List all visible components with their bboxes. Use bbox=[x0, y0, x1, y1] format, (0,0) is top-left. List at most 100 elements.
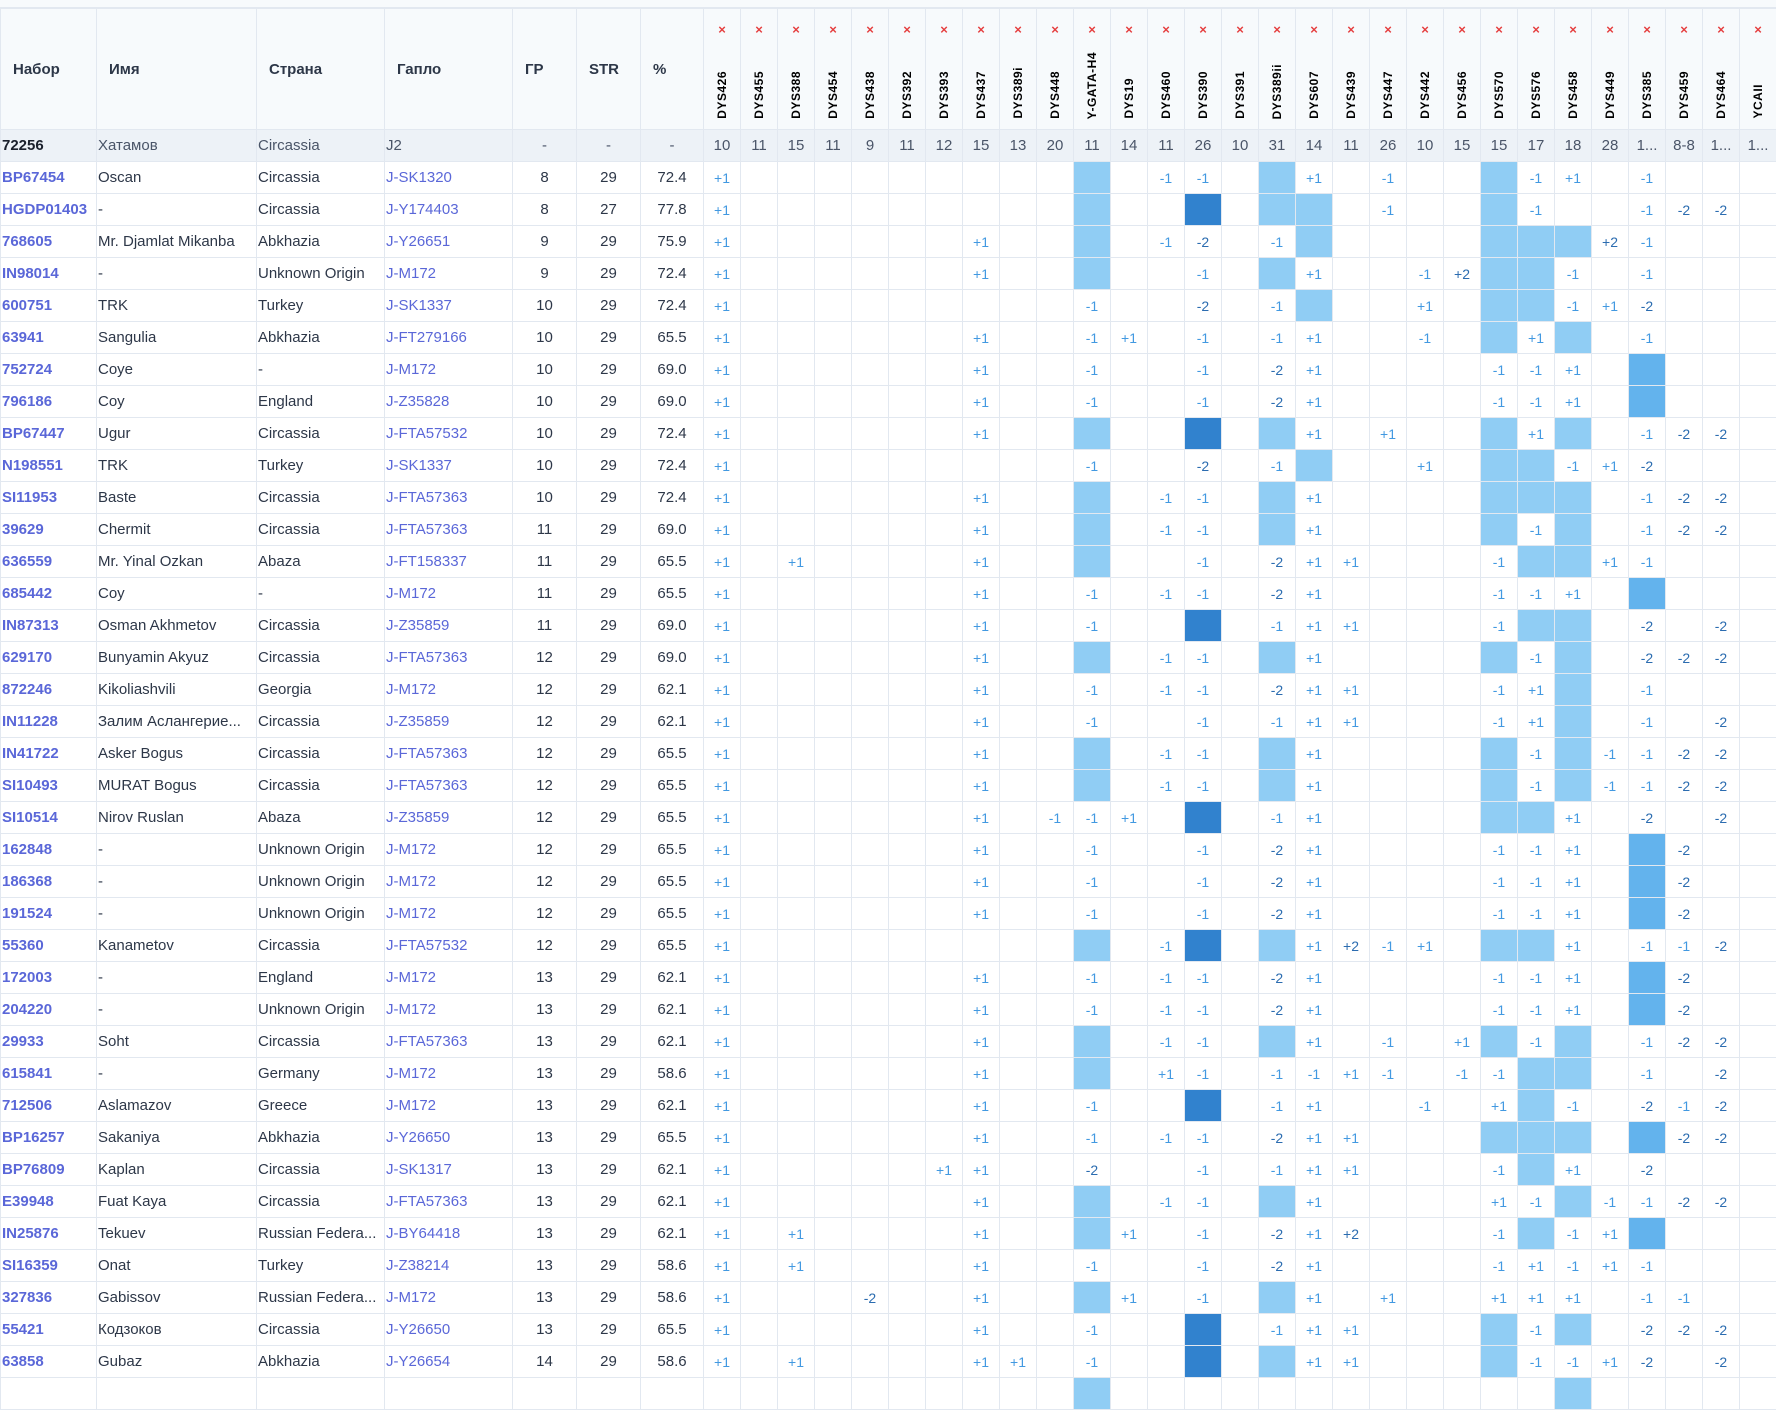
col-gd[interactable]: ГР bbox=[513, 9, 577, 130]
haplogroup-link[interactable]: J-M172 bbox=[385, 866, 513, 898]
col-kit[interactable]: Набор bbox=[1, 9, 97, 130]
kit-id[interactable]: IN87313 bbox=[1, 610, 97, 642]
haplogroup-link[interactable]: J-FTA57363 bbox=[385, 514, 513, 546]
haplogroup-link[interactable]: J-FTA57363 bbox=[385, 482, 513, 514]
kit-id[interactable]: 186368 bbox=[1, 866, 97, 898]
marker-label[interactable]: DYS570 bbox=[1492, 71, 1506, 119]
remove-marker-icon[interactable]: × bbox=[741, 23, 777, 37]
kit-id[interactable]: 636559 bbox=[1, 546, 97, 578]
kit-id[interactable]: IN25876 bbox=[1, 1218, 97, 1250]
marker-label[interactable]: DYS460 bbox=[1159, 71, 1173, 119]
remove-marker-icon[interactable]: × bbox=[1037, 23, 1073, 37]
haplogroup-link[interactable]: J-SK1320 bbox=[385, 162, 513, 194]
kit-id[interactable]: SI10514 bbox=[1, 802, 97, 834]
kit-id[interactable]: 55360 bbox=[1, 930, 97, 962]
haplogroup-link[interactable]: J-M172 bbox=[385, 354, 513, 386]
marker-label[interactable]: DYS392 bbox=[900, 71, 914, 119]
haplogroup-link[interactable]: J-FT279166 bbox=[385, 322, 513, 354]
remove-marker-icon[interactable]: × bbox=[889, 23, 925, 37]
kit-id[interactable]: E39948 bbox=[1, 1186, 97, 1218]
kit-id[interactable]: IN11228 bbox=[1, 706, 97, 738]
remove-marker-icon[interactable]: × bbox=[1592, 23, 1628, 37]
marker-label[interactable]: DYS442 bbox=[1418, 71, 1432, 119]
remove-marker-icon[interactable]: × bbox=[1222, 23, 1258, 37]
marker-label[interactable]: DYS389ii bbox=[1270, 64, 1284, 119]
kit-id[interactable]: 172003 bbox=[1, 962, 97, 994]
haplogroup-link[interactable]: J-FTA57363 bbox=[385, 738, 513, 770]
remove-marker-icon[interactable]: × bbox=[1185, 23, 1221, 37]
remove-marker-icon[interactable]: × bbox=[1481, 23, 1517, 37]
kit-id[interactable]: 63858 bbox=[1, 1346, 97, 1378]
remove-marker-icon[interactable]: × bbox=[1740, 23, 1776, 37]
kit-id[interactable]: 39629 bbox=[1, 514, 97, 546]
haplogroup-link[interactable]: J-M172 bbox=[385, 834, 513, 866]
kit-id[interactable]: BP76809 bbox=[1, 1154, 97, 1186]
marker-label[interactable]: DYS454 bbox=[826, 71, 840, 119]
marker-label[interactable]: DYS449 bbox=[1603, 71, 1617, 119]
kit-id[interactable]: BP67447 bbox=[1, 418, 97, 450]
kit-id[interactable]: BP16257 bbox=[1, 1122, 97, 1154]
remove-marker-icon[interactable]: × bbox=[852, 23, 888, 37]
haplogroup-link[interactable]: J-Y26650 bbox=[385, 1314, 513, 1346]
remove-marker-icon[interactable]: × bbox=[926, 23, 962, 37]
remove-marker-icon[interactable]: × bbox=[1666, 23, 1702, 37]
kit-id[interactable]: 629170 bbox=[1, 642, 97, 674]
haplogroup-link[interactable]: J-FT158337 bbox=[385, 546, 513, 578]
haplogroup-link[interactable] bbox=[385, 1378, 513, 1410]
remove-marker-icon[interactable]: × bbox=[1333, 23, 1369, 37]
haplogroup-link[interactable]: J-BY64418 bbox=[385, 1218, 513, 1250]
remove-marker-icon[interactable]: × bbox=[778, 23, 814, 37]
kit-id[interactable]: SI11953 bbox=[1, 482, 97, 514]
haplogroup-link[interactable]: J-Y26651 bbox=[385, 226, 513, 258]
haplogroup-link[interactable]: J-M172 bbox=[385, 1058, 513, 1090]
kit-id[interactable]: 685442 bbox=[1, 578, 97, 610]
haplogroup-link[interactable]: J-FTA57363 bbox=[385, 1186, 513, 1218]
kit-id[interactable]: 796186 bbox=[1, 386, 97, 418]
kit-id[interactable]: 63941 bbox=[1, 322, 97, 354]
marker-label[interactable]: DYS389i bbox=[1011, 67, 1025, 119]
haplogroup-link[interactable]: J-Z35859 bbox=[385, 802, 513, 834]
col-haplo[interactable]: Гапло bbox=[385, 9, 513, 130]
remove-marker-icon[interactable]: × bbox=[704, 23, 740, 37]
marker-label[interactable]: DYS458 bbox=[1566, 71, 1580, 119]
marker-label[interactable]: DYS455 bbox=[752, 71, 766, 119]
kit-id[interactable]: 600751 bbox=[1, 290, 97, 322]
remove-marker-icon[interactable]: × bbox=[963, 23, 999, 37]
marker-label[interactable]: DYS388 bbox=[789, 71, 803, 119]
haplogroup-link[interactable]: J-SK1317 bbox=[385, 1154, 513, 1186]
marker-label[interactable]: DYS607 bbox=[1307, 71, 1321, 119]
kit-id[interactable]: 162848 bbox=[1, 834, 97, 866]
marker-label[interactable]: DYS437 bbox=[974, 71, 988, 119]
kit-id[interactable]: 872246 bbox=[1, 674, 97, 706]
kit-id[interactable]: 29933 bbox=[1, 1026, 97, 1058]
marker-label[interactable]: DYS426 bbox=[715, 71, 729, 119]
haplogroup-link[interactable]: J-M172 bbox=[385, 674, 513, 706]
remove-marker-icon[interactable]: × bbox=[1444, 23, 1480, 37]
kit-id[interactable]: 752724 bbox=[1, 354, 97, 386]
remove-marker-icon[interactable]: × bbox=[1629, 23, 1665, 37]
kit-id[interactable]: 712506 bbox=[1, 1090, 97, 1122]
marker-label[interactable]: Y-GATA-H4 bbox=[1085, 52, 1099, 119]
remove-marker-icon[interactable]: × bbox=[1111, 23, 1147, 37]
haplogroup-link[interactable]: J-M172 bbox=[385, 994, 513, 1026]
kit-id[interactable]: SI16359 bbox=[1, 1250, 97, 1282]
col-country[interactable]: Страна bbox=[257, 9, 385, 130]
kit-id[interactable]: N198551 bbox=[1, 450, 97, 482]
kit-id[interactable]: IN98014 bbox=[1, 258, 97, 290]
marker-label[interactable]: DYS459 bbox=[1677, 71, 1691, 119]
haplogroup-link[interactable]: J-FTA57363 bbox=[385, 642, 513, 674]
haplogroup-link[interactable]: J-Z35859 bbox=[385, 706, 513, 738]
marker-label[interactable]: DYS19 bbox=[1122, 78, 1136, 119]
kit-id[interactable]: 55421 bbox=[1, 1314, 97, 1346]
remove-marker-icon[interactable]: × bbox=[1555, 23, 1591, 37]
haplogroup-link[interactable]: J-M172 bbox=[385, 1282, 513, 1314]
remove-marker-icon[interactable]: × bbox=[1000, 23, 1036, 37]
kit-id[interactable]: BP67454 bbox=[1, 162, 97, 194]
kit-id[interactable]: 191524 bbox=[1, 898, 97, 930]
haplogroup-link[interactable]: J-Z35859 bbox=[385, 610, 513, 642]
haplogroup-link[interactable]: J-FTA57532 bbox=[385, 930, 513, 962]
kit-id[interactable]: HGDP01403 bbox=[1, 194, 97, 226]
kit-id[interactable]: 327836 bbox=[1, 1282, 97, 1314]
marker-label[interactable]: DYS447 bbox=[1381, 71, 1395, 119]
haplogroup-link[interactable]: J-Z35828 bbox=[385, 386, 513, 418]
